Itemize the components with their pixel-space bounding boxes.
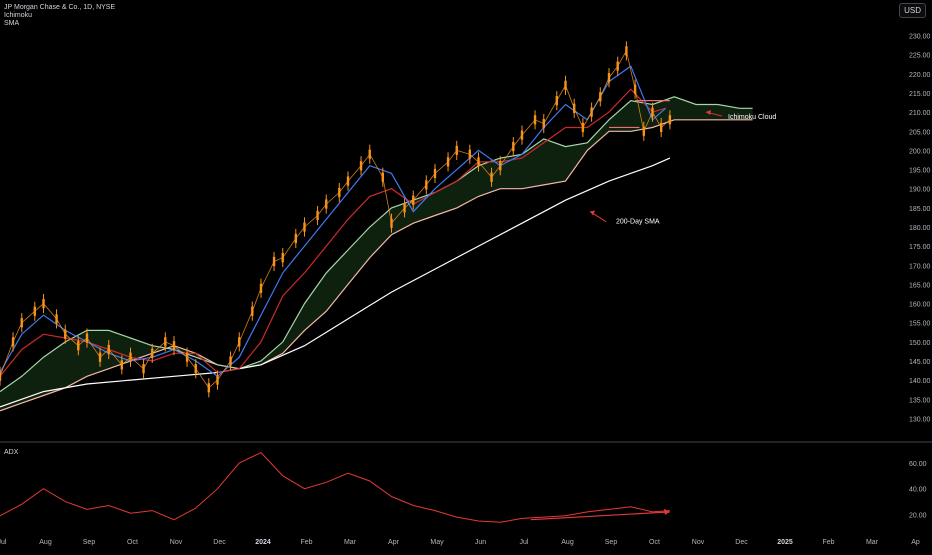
- y-tick-label: 190.00: [909, 187, 931, 194]
- indicator-sma-label[interactable]: SMA: [4, 20, 20, 27]
- y-tick-label: 225.00: [909, 53, 931, 60]
- candle-body: [668, 115, 672, 125]
- y-tick-label: 150.00: [909, 340, 931, 347]
- x-tick-label: Oct: [649, 539, 660, 546]
- senkou-a-line: [0, 96, 753, 393]
- x-tick-label: Aug: [561, 539, 574, 546]
- adx-y-tick-label: 20.00: [909, 513, 927, 520]
- y-tick-label: 180.00: [909, 225, 931, 232]
- adx-trend-arrow-head: [663, 508, 670, 515]
- adx-trend-arrow-line: [530, 511, 670, 521]
- ichimoku-cloud-fill: [0, 96, 753, 411]
- price-series: [0, 49, 671, 389]
- x-tick-label: Aug: [39, 539, 52, 546]
- x-tick-label: Feb: [822, 539, 834, 546]
- kijun-line: [0, 88, 666, 377]
- x-tick-label: 2025: [777, 539, 793, 546]
- y-tick-label: 215.00: [909, 91, 931, 98]
- senkou-b-line: [0, 119, 753, 412]
- x-tick-label: Mar: [866, 539, 879, 546]
- adx-line: [0, 451, 670, 523]
- y-tick-label: 155.00: [909, 321, 931, 328]
- x-tick-label: Ap: [911, 539, 920, 546]
- adx-y-tick-label: 40.00: [909, 487, 927, 494]
- candle-body: [0, 371, 2, 381]
- x-tick-label: Jul: [520, 539, 529, 546]
- x-tick-label: Nov: [692, 539, 705, 546]
- y-tick-label: 135.00: [909, 397, 931, 404]
- y-tick-label: 195.00: [909, 168, 931, 175]
- symbol-title[interactable]: JP Morgan Chase & Co., 1D, NYSE: [4, 4, 116, 11]
- x-tick-label: 2024: [255, 539, 271, 546]
- x-tick-label: Mar: [344, 539, 357, 546]
- y-tick-label: 230.00: [909, 34, 931, 41]
- x-tick-label: Apr: [388, 539, 400, 546]
- adx-pane-label[interactable]: ADX: [4, 449, 19, 456]
- sma-arrow-head: [590, 210, 595, 216]
- x-tick-label: Jul: [0, 539, 7, 546]
- x-tick-label: Sep: [605, 539, 618, 546]
- ichimoku-cloud-annotation: Ichimoku Cloud: [728, 114, 776, 121]
- x-tick-label: Jun: [475, 539, 486, 546]
- x-tick-label: Dec: [735, 539, 748, 546]
- y-tick-label: 185.00: [909, 206, 931, 213]
- adx-y-tick-label: 60.00: [909, 461, 927, 468]
- y-tick-label: 145.00: [909, 359, 931, 366]
- y-tick-label: 210.00: [909, 110, 931, 117]
- y-tick-label: 170.00: [909, 263, 931, 270]
- sma-200-annotation: 200-Day SMA: [616, 219, 660, 226]
- chart-legend: JP Morgan Chase & Co., 1D, NYSE Ichimoku…: [4, 4, 115, 28]
- x-tick-label: Dec: [213, 539, 226, 546]
- ichimoku-arrow-head: [706, 110, 711, 116]
- indicator-ichimoku-label[interactable]: Ichimoku: [4, 12, 33, 19]
- x-tick-label: Oct: [127, 539, 138, 546]
- y-tick-label: 220.00: [909, 72, 931, 79]
- x-tick-label: Sep: [83, 539, 96, 546]
- y-tick-label: 160.00: [909, 302, 931, 309]
- x-tick-label: Feb: [300, 539, 312, 546]
- y-tick-label: 205.00: [909, 129, 931, 136]
- tenkan-line: [0, 65, 666, 378]
- y-tick-label: 130.00: [909, 416, 931, 423]
- x-tick-label: Nov: [170, 539, 183, 546]
- sma-200-line: [0, 157, 671, 408]
- currency-button[interactable]: USD: [899, 3, 926, 18]
- y-tick-label: 165.00: [909, 282, 931, 289]
- x-tick-label: May: [430, 539, 444, 546]
- y-tick-label: 140.00: [909, 378, 931, 385]
- y-tick-label: 200.00: [909, 148, 931, 155]
- y-tick-label: 175.00: [909, 244, 931, 251]
